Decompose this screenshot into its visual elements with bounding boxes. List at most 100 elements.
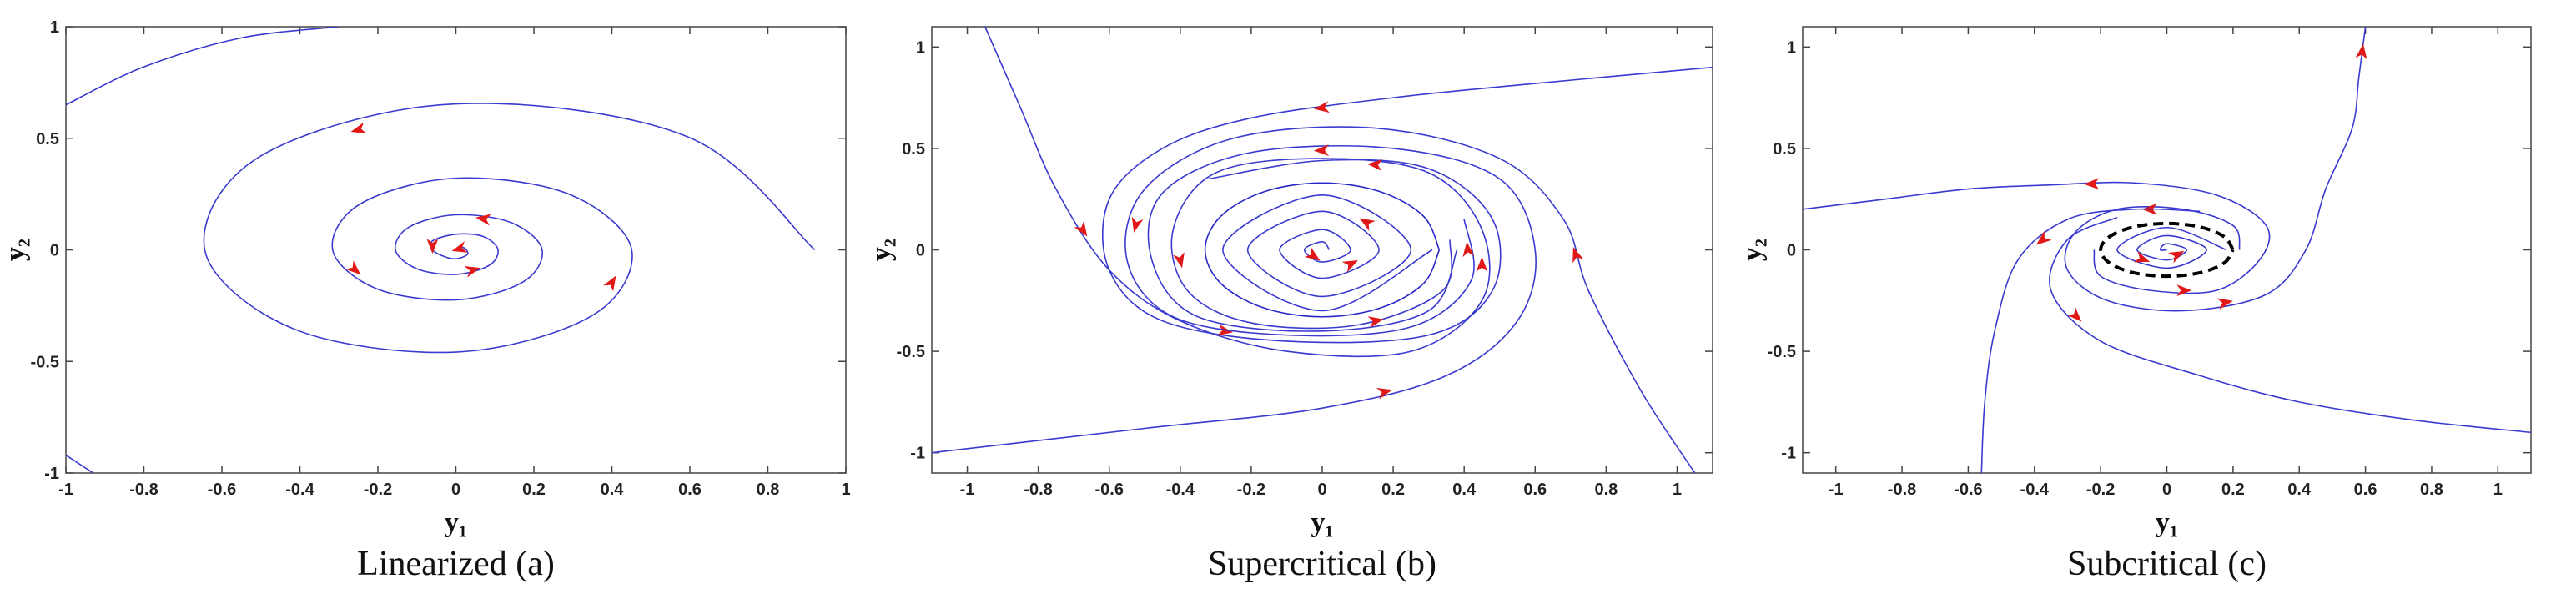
x-tick-label: -0.4	[285, 481, 314, 499]
direction-arrow	[1366, 159, 1383, 171]
x-tick-label: -0.2	[2086, 481, 2115, 499]
x-tick-label: 0.6	[2354, 481, 2377, 499]
trajectory	[2116, 226, 2227, 269]
y-axis-label: y₂	[866, 239, 897, 261]
direction-arrow	[2035, 230, 2052, 245]
direction-arrow	[426, 239, 439, 254]
y-tick-label: 0.5	[36, 130, 59, 148]
x-axis-label: y₁	[445, 507, 467, 538]
direction-arrow	[451, 241, 468, 253]
caption: Supercritical (b)	[1208, 545, 1436, 583]
direction-arrow	[350, 122, 367, 134]
trajectory	[66, 454, 94, 473]
x-tick-label: 0.2	[2221, 481, 2245, 499]
trajectory	[2049, 216, 2531, 434]
y-tick-label: 1	[1787, 38, 1796, 57]
plot-frame	[931, 26, 1713, 474]
direction-arrow	[603, 275, 616, 292]
x-tick-label: 0.8	[2420, 481, 2443, 499]
y-tick-label: -0.5	[1768, 343, 1796, 361]
y-tick-label: 0	[916, 242, 925, 260]
y-axis-label: y₂	[1737, 239, 1768, 261]
y-tick-label: 1	[916, 38, 925, 57]
y-axis-label: y₂	[0, 239, 31, 261]
plot-area	[66, 27, 816, 473]
x-tick-label: 0.2	[522, 481, 546, 499]
y-tick-label: 0	[1787, 242, 1796, 260]
direction-arrow	[1314, 101, 1330, 113]
x-tick-label: -0.2	[1237, 481, 1265, 499]
trajectory	[1222, 194, 1433, 312]
y-tick-label: 0.5	[902, 140, 925, 159]
x-tick-label: 0.8	[757, 481, 780, 499]
panel: -1 -0.8 -0.6 -0.4 -0.2 0 0.2 0.4 0.6 0.8 1 -1 -0.5 0 0…	[0, 18, 851, 583]
trajectory	[1803, 181, 2271, 294]
direction-arrow	[345, 260, 361, 275]
x-tick-label: -1	[960, 481, 975, 499]
caption: Linearized (a)	[357, 545, 555, 583]
trajectory	[1204, 182, 1441, 318]
plot-area	[1803, 27, 2531, 473]
trajectory	[2099, 221, 2235, 279]
direction-arrow	[2084, 178, 2100, 190]
plot-area	[932, 27, 1713, 473]
x-tick-label: -1	[58, 481, 73, 499]
y-tick-label: 1	[50, 18, 59, 37]
x-axis-label: y₁	[2156, 507, 2178, 538]
trajectory	[984, 27, 1491, 358]
direction-arrow	[1476, 256, 1488, 272]
x-axis-label: y₁	[1311, 507, 1333, 538]
direction-arrow	[1304, 247, 1321, 261]
x-tick-label: -1	[1829, 481, 1844, 499]
x-tick-label: 0.4	[601, 481, 625, 499]
direction-arrow	[1359, 218, 1376, 231]
trajectory	[932, 145, 1537, 454]
direction-arrow	[1462, 241, 1475, 258]
x-tick-label: -0.2	[364, 481, 392, 499]
trajectory	[1101, 66, 1713, 344]
y-tick-label: -0.5	[897, 343, 925, 361]
x-tick-label: -0.4	[1166, 481, 1195, 499]
x-tick-label: -0.8	[129, 481, 158, 499]
direction-arrow	[1074, 220, 1088, 237]
x-tick-label: 0	[1317, 481, 1326, 499]
x-tick-label: 0.6	[1523, 481, 1547, 499]
x-tick-label: 1	[1673, 481, 1682, 499]
trajectory	[1124, 126, 1696, 473]
direction-arrow	[2216, 298, 2233, 310]
direction-arrow	[1173, 252, 1185, 269]
direction-arrow	[2066, 306, 2082, 322]
x-tick-label: -0.8	[1888, 481, 1916, 499]
x-tick-label: 0	[451, 481, 460, 499]
x-tick-label: -0.6	[1954, 481, 1982, 499]
trajectory	[1980, 208, 2201, 473]
trajectory	[203, 103, 816, 354]
x-tick-label: 0.6	[678, 481, 702, 499]
panel: -1 -0.8 -0.6 -0.4 -0.2 0 0.2 0.4 0.6 0.8 1 -1 -0.5 0 0…	[1737, 26, 2532, 583]
direction-arrow	[1314, 144, 1330, 157]
direction-arrow	[1341, 260, 1358, 273]
direction-arrow	[464, 265, 480, 278]
caption: Subcritical (c)	[2067, 545, 2267, 583]
trajectory	[66, 27, 340, 106]
direction-arrow	[475, 214, 491, 226]
panel: -1 -0.8 -0.6 -0.4 -0.2 0 0.2 0.4 0.6 0.8 1 -1 -0.5 0 0…	[866, 26, 1713, 583]
direction-arrow	[2176, 284, 2192, 297]
y-tick-label: -0.5	[31, 353, 59, 371]
y-tick-label: 0	[50, 242, 59, 260]
y-tick-label: -1	[44, 465, 59, 483]
x-tick-label: 1	[841, 481, 850, 499]
direction-arrow	[2168, 251, 2185, 264]
x-tick-label: 0.2	[1381, 481, 1405, 499]
x-tick-label: 0.4	[2287, 481, 2312, 499]
x-tick-label: -0.6	[208, 481, 236, 499]
y-tick-label: -1	[1781, 445, 1796, 463]
x-tick-label: -0.6	[1094, 481, 1123, 499]
y-tick-label: 0.5	[1773, 140, 1796, 159]
direction-arrow	[1572, 247, 1584, 264]
x-tick-label: 0.8	[1594, 481, 1618, 499]
direction-arrow	[2133, 251, 2151, 263]
direction-arrow	[2355, 43, 2367, 60]
trajectory	[2064, 27, 2367, 312]
